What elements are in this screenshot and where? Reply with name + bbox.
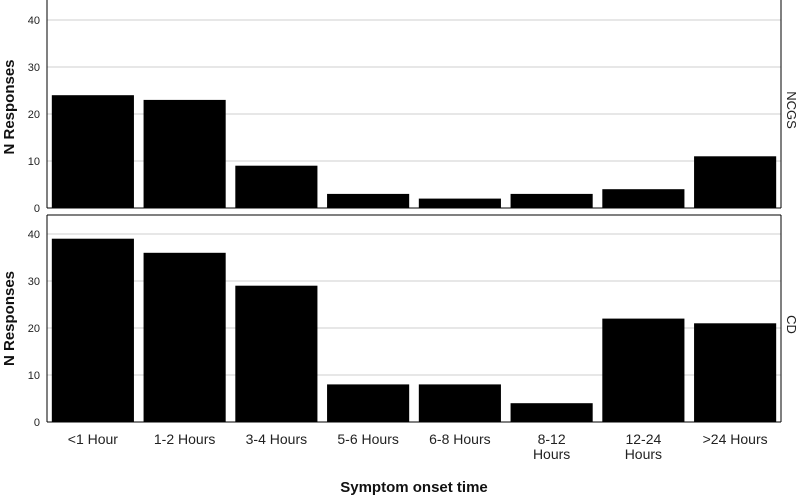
bar-cd-7 bbox=[694, 323, 777, 422]
y-tick-label: 0 bbox=[34, 417, 40, 429]
x-tick-label: 12-24 Hours bbox=[625, 431, 662, 462]
x-tick-label: 1-2 Hours bbox=[154, 431, 215, 447]
bar-ncgs-0 bbox=[51, 95, 134, 208]
bar-ncgs-6 bbox=[602, 189, 685, 208]
facet-label-ncgs: NCGS bbox=[784, 91, 799, 129]
y-tick-label: 30 bbox=[28, 276, 40, 288]
bar-ncgs-7 bbox=[694, 156, 777, 208]
bar-cd-1 bbox=[143, 252, 226, 422]
bar-cd-4 bbox=[418, 384, 501, 422]
bar-ncgs-1 bbox=[143, 99, 226, 208]
y-tick-label: 20 bbox=[28, 109, 40, 121]
bar-cd-2 bbox=[235, 285, 318, 422]
y-tick-label: 40 bbox=[28, 229, 40, 241]
x-tick-label: <1 Hour bbox=[68, 431, 119, 447]
bar-cd-3 bbox=[327, 384, 410, 422]
y-tick-label: 40 bbox=[28, 15, 40, 27]
x-category-labels: <1 Hour 1-2 Hours 3-4 Hours 5-6 Hours 6-8 Ho… bbox=[68, 431, 768, 462]
y-axis-title: N Responses bbox=[1, 59, 18, 154]
y-tick-label: 10 bbox=[28, 156, 40, 168]
x-tick-label: 6-8 Hours bbox=[429, 431, 490, 447]
y-tick-label: 10 bbox=[28, 370, 40, 382]
bar-cd-6 bbox=[602, 318, 685, 422]
panel-ncgs: 0 10 20 30 40 N Responses NCGS bbox=[1, 0, 799, 215]
y-axis-title: N Responses bbox=[1, 271, 18, 366]
x-tick-label: 5-6 Hours bbox=[337, 431, 398, 447]
y-tick-label: 0 bbox=[34, 203, 40, 215]
panel-cd: 0 10 20 30 40 N Responses CD bbox=[1, 214, 799, 429]
bar-cd-0 bbox=[51, 238, 134, 422]
bar-ncgs-4 bbox=[418, 198, 501, 208]
x-tick-label: 3-4 Hours bbox=[246, 431, 307, 447]
bar-ncgs-5 bbox=[510, 193, 593, 208]
y-tick-label: 30 bbox=[28, 62, 40, 74]
y-tick-label: 20 bbox=[28, 323, 40, 335]
bar-ncgs-3 bbox=[327, 193, 410, 208]
bar-ncgs-2 bbox=[235, 165, 318, 208]
facet-label-cd: CD bbox=[784, 315, 799, 334]
bar-cd-5 bbox=[510, 403, 593, 422]
x-tick-label: 8-12 Hours bbox=[533, 431, 570, 462]
x-tick-label: >24 Hours bbox=[703, 431, 768, 447]
chart-panels: 0 10 20 30 40 N Responses NCGS 0 10 20 30 40 N Respo… bbox=[1, 0, 799, 429]
x-axis-title: Symptom onset time bbox=[340, 479, 488, 496]
